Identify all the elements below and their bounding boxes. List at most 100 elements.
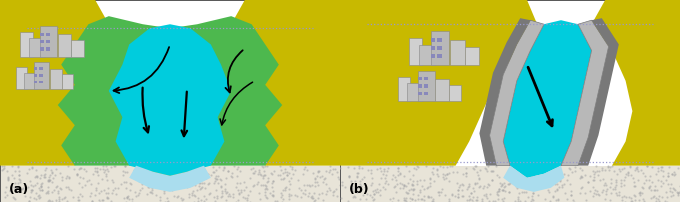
Point — [85, 191, 96, 195]
Point — [487, 170, 498, 173]
Bar — [46, 40, 50, 43]
Point — [666, 190, 677, 193]
Point — [13, 165, 24, 168]
Point — [356, 167, 367, 170]
Point — [532, 184, 543, 187]
Point — [150, 164, 160, 167]
Point — [533, 165, 544, 168]
Point — [394, 173, 405, 176]
Point — [471, 198, 481, 201]
Point — [135, 188, 146, 191]
Point — [102, 191, 113, 194]
Point — [332, 195, 343, 198]
Point — [306, 195, 317, 198]
Point — [290, 168, 301, 171]
Point — [303, 192, 314, 195]
Point — [44, 178, 55, 181]
Point — [243, 194, 254, 197]
Point — [456, 188, 467, 191]
Point — [216, 195, 226, 198]
Point — [526, 194, 537, 197]
Point — [143, 174, 154, 177]
Point — [604, 168, 615, 172]
Point — [40, 166, 51, 170]
Point — [46, 168, 56, 172]
Point — [405, 200, 415, 202]
Point — [494, 189, 505, 192]
Point — [619, 176, 630, 179]
Point — [136, 187, 147, 190]
Point — [575, 191, 585, 194]
Point — [660, 199, 670, 202]
Point — [661, 200, 672, 202]
Point — [637, 172, 648, 175]
Point — [392, 169, 403, 173]
Point — [563, 173, 574, 177]
Point — [278, 188, 289, 191]
Point — [153, 166, 164, 169]
Point — [135, 176, 146, 179]
Bar — [40, 26, 57, 57]
Point — [657, 170, 668, 173]
Point — [362, 168, 373, 171]
Point — [167, 164, 177, 167]
Point — [232, 174, 243, 177]
Point — [324, 169, 335, 172]
Point — [433, 194, 444, 197]
Point — [284, 197, 295, 200]
Point — [254, 170, 265, 174]
Point — [166, 186, 177, 189]
Point — [286, 176, 296, 180]
Point — [605, 185, 615, 189]
Point — [505, 168, 516, 171]
Point — [520, 190, 531, 194]
Point — [527, 178, 538, 181]
Point — [279, 189, 290, 192]
Point — [161, 196, 172, 200]
Point — [520, 199, 530, 202]
Point — [588, 169, 598, 172]
Point — [438, 165, 449, 168]
Point — [157, 173, 168, 176]
Point — [222, 169, 233, 172]
Point — [309, 200, 320, 202]
Point — [528, 170, 539, 173]
Point — [14, 178, 24, 181]
Bar — [437, 38, 442, 42]
Point — [468, 196, 479, 199]
Point — [61, 185, 71, 189]
Point — [348, 167, 359, 170]
Point — [411, 165, 422, 168]
Point — [630, 169, 641, 172]
Point — [596, 166, 607, 169]
Point — [664, 189, 675, 193]
Point — [73, 181, 84, 185]
Point — [310, 184, 321, 187]
Point — [452, 189, 463, 192]
Point — [254, 197, 265, 201]
Point — [95, 189, 106, 193]
Point — [178, 197, 189, 200]
Bar — [398, 77, 410, 101]
Point — [272, 174, 283, 177]
Point — [444, 171, 455, 175]
Point — [649, 189, 660, 192]
Point — [352, 172, 362, 175]
Point — [347, 189, 358, 192]
Point — [407, 182, 418, 186]
Point — [326, 172, 337, 175]
Point — [392, 166, 403, 170]
Point — [649, 188, 660, 191]
Point — [31, 191, 41, 194]
Point — [651, 200, 662, 202]
Point — [637, 186, 648, 189]
Point — [645, 184, 656, 187]
Point — [443, 197, 454, 200]
Point — [348, 195, 359, 198]
Point — [497, 188, 508, 192]
Point — [512, 195, 523, 198]
Bar — [34, 67, 37, 70]
Point — [260, 184, 271, 187]
Point — [313, 183, 324, 187]
Point — [565, 189, 576, 193]
